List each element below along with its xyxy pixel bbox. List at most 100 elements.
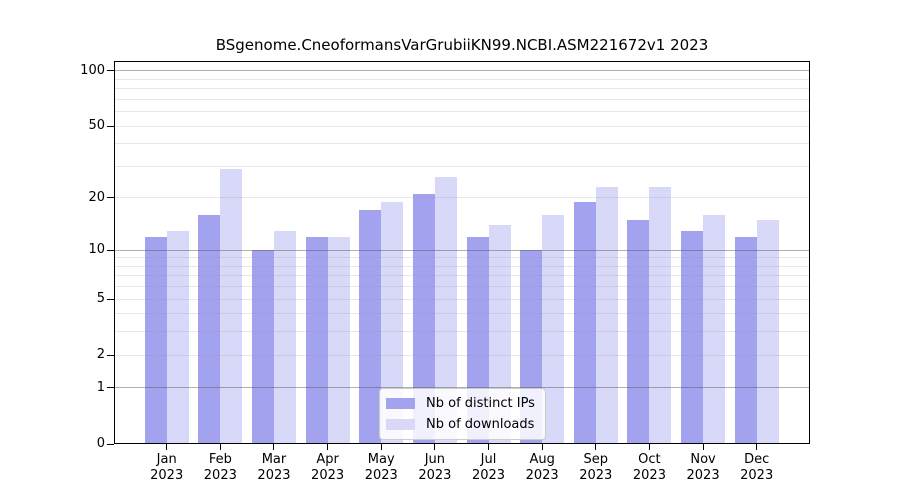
x-tick-mark-aug: [541, 444, 543, 450]
bar-nb-of-downloads-feb: [220, 168, 243, 444]
minor-gridline-50: [114, 125, 810, 127]
x-label-mar: Mar 2023: [242, 452, 306, 484]
x-label-year-mar: 2023: [257, 468, 291, 483]
bar-nb-of-distinct-ips-sep: [573, 201, 596, 444]
bar-nb-of-distinct-ips-dec: [734, 236, 757, 444]
x-label-month-may: May: [367, 452, 395, 467]
x-label-year-may: 2023: [364, 468, 398, 483]
y-tick-mark-50: [107, 125, 114, 127]
bar-nb-of-downloads-jun: [434, 177, 457, 444]
x-label-year-jun: 2023: [418, 468, 452, 483]
minor-gridline-60: [114, 111, 810, 113]
x-label-year-jan: 2023: [150, 468, 184, 483]
x-tick-mark-mar: [273, 444, 275, 450]
y-tick-mark-2: [107, 354, 114, 356]
bar-nb-of-distinct-ips-feb: [198, 214, 221, 444]
legend-label-distinct-ips: Nb of distinct IPs: [426, 396, 535, 411]
bar-nb-of-distinct-ips-oct: [627, 219, 650, 444]
x-label-year-aug: 2023: [525, 468, 559, 483]
minor-gridline-70: [114, 98, 810, 100]
bar-nb-of-downloads-dec: [756, 219, 779, 444]
x-label-nov: Nov 2023: [671, 452, 735, 484]
x-label-jun: Jun 2023: [403, 452, 467, 484]
legend-item-downloads: Nb of downloads: [386, 414, 537, 435]
y-tick-label-10: 10: [88, 242, 105, 258]
legend-item-distinct-ips: Nb of distinct IPs: [386, 393, 537, 414]
x-label-month-sep: Sep: [583, 452, 609, 467]
x-label-month-aug: Aug: [529, 452, 555, 467]
bar-nb-of-downloads-jan: [166, 230, 189, 444]
y-tick-mark-100: [107, 70, 114, 72]
minor-gridline-80: [114, 88, 810, 90]
x-label-apr: Apr 2023: [296, 452, 360, 484]
x-tick-mark-apr: [327, 444, 329, 450]
y-tick-label-0: 0: [96, 436, 105, 451]
bar-nb-of-downloads-nov: [703, 214, 726, 444]
x-label-oct: Oct 2023: [617, 452, 681, 484]
minor-gridline-20: [114, 197, 810, 199]
x-label-month-feb: Feb: [208, 452, 232, 467]
x-tick-mark-nov: [702, 444, 704, 450]
y-tick-mark-10: [107, 249, 114, 251]
major-gridline-100: [114, 70, 810, 72]
bar-nb-of-distinct-ips-may: [359, 210, 382, 444]
bar-nb-of-downloads-oct: [649, 187, 672, 444]
x-tick-mark-oct: [648, 444, 650, 450]
x-label-sep: Sep 2023: [564, 452, 628, 484]
bar-nb-of-distinct-ips-jan: [144, 236, 167, 444]
y-tick-label-100: 100: [80, 62, 105, 78]
x-label-year-jul: 2023: [471, 468, 506, 483]
x-label-month-apr: Apr: [316, 452, 339, 467]
chart-title: BSgenome.CneoformansVarGrubiiKN99.NCBI.A…: [215, 36, 709, 54]
x-label-month-jul: Jul: [480, 452, 497, 467]
y-tick-label-5: 5: [96, 291, 105, 307]
x-label-year-feb: 2023: [203, 468, 237, 483]
bar-nb-of-downloads-sep: [595, 187, 618, 444]
x-label-feb: Feb 2023: [188, 452, 252, 484]
x-label-may: May 2023: [349, 452, 413, 484]
bar-nb-of-downloads-apr: [327, 236, 350, 444]
bar-nb-of-downloads-mar: [273, 230, 296, 444]
bar-nb-of-distinct-ips-apr: [305, 236, 328, 444]
minor-gridline-40: [114, 143, 810, 145]
x-label-month-mar: Mar: [261, 452, 287, 467]
x-tick-mark-jan: [166, 444, 168, 450]
y-tick-mark-0: [107, 443, 114, 445]
x-label-jan: Jan 2023: [135, 452, 199, 484]
x-tick-mark-dec: [756, 444, 758, 450]
bar-nb-of-downloads-aug: [542, 214, 565, 444]
x-label-year-apr: 2023: [311, 468, 345, 483]
y-tick-mark-5: [107, 298, 114, 300]
x-tick-mark-jul: [488, 444, 490, 450]
x-label-dec: Dec 2023: [725, 452, 789, 484]
x-label-year-oct: 2023: [632, 468, 666, 483]
y-tick-label-20: 20: [88, 189, 105, 205]
y-tick-mark-1: [107, 387, 114, 389]
x-label-jul: Jul 2023: [457, 452, 521, 484]
x-tick-mark-may: [380, 444, 382, 450]
x-label-year-sep: 2023: [579, 468, 613, 483]
bar-nb-of-downloads-may: [381, 201, 404, 444]
x-label-year-nov: 2023: [686, 468, 720, 483]
x-label-month-oct: Oct: [638, 452, 661, 467]
legend: Nb of distinct IPs Nb of downloads: [379, 388, 546, 440]
x-tick-mark-feb: [219, 444, 221, 450]
y-tick-mark-20: [107, 197, 114, 199]
minor-gridline-90: [114, 78, 810, 80]
legend-swatch-downloads: [386, 419, 415, 430]
bar-nb-of-distinct-ips-nov: [681, 230, 704, 444]
x-tick-mark-sep: [595, 444, 597, 450]
x-label-aug: Aug 2023: [510, 452, 574, 484]
legend-label-downloads: Nb of downloads: [426, 417, 535, 432]
y-tick-label-2: 2: [96, 347, 105, 363]
x-tick-mark-jun: [434, 444, 436, 450]
bar-nb-of-distinct-ips-jun: [412, 194, 435, 444]
x-label-month-nov: Nov: [690, 452, 716, 467]
x-label-year-dec: 2023: [740, 468, 774, 483]
bar-nb-of-distinct-ips-mar: [251, 250, 274, 444]
y-tick-label-1: 1: [96, 379, 105, 395]
x-label-month-jun: Jun: [424, 452, 446, 467]
x-label-month-dec: Dec: [744, 452, 770, 467]
minor-gridline-30: [114, 165, 810, 167]
